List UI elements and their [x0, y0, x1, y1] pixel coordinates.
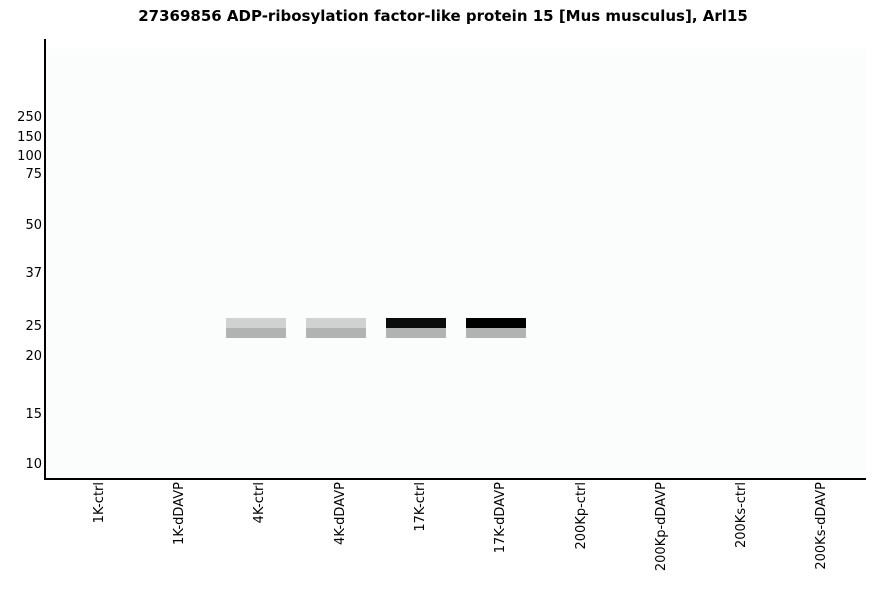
y-tick-label-20: 20 — [25, 349, 42, 364]
lane-label-17K-dDAVP: 17K-dDAVP — [493, 482, 508, 554]
blot-band-17K-ctrl — [386, 318, 446, 338]
y-tick-label-100: 100 — [17, 149, 42, 164]
plot-area — [46, 49, 866, 478]
band-upper — [306, 318, 366, 328]
y-tick-label-25: 25 — [25, 319, 42, 334]
lane-label-1K-ctrl: 1K-ctrl — [92, 482, 107, 524]
y-tick-label-37: 37 — [25, 266, 42, 281]
blot-band-4K-ctrl — [226, 318, 286, 338]
lane-label-200Ks-dDAVP: 200Ks-dDAVP — [814, 482, 829, 570]
band-lower — [306, 328, 366, 338]
y-tick-label-10: 10 — [25, 457, 42, 472]
lane-label-200Kp-dDAVP: 200Kp-dDAVP — [654, 482, 669, 572]
band-lower — [466, 328, 526, 338]
lane-label-4K-ctrl: 4K-ctrl — [252, 482, 267, 524]
blot-band-4K-dDAVP — [306, 318, 366, 338]
band-upper — [386, 318, 446, 328]
band-lower — [226, 328, 286, 338]
lane-label-200Ks-ctrl: 200Ks-ctrl — [734, 482, 749, 549]
band-upper — [466, 318, 526, 328]
chart-title: 27369856 ADP-ribosylation factor-like pr… — [138, 7, 748, 25]
y-axis-line — [44, 39, 46, 480]
x-axis-line — [44, 478, 866, 480]
y-tick-label-15: 15 — [25, 407, 42, 422]
y-tick-label-150: 150 — [17, 130, 42, 145]
y-tick-label-250: 250 — [17, 110, 42, 125]
blot-band-17K-dDAVP — [466, 318, 526, 338]
y-tick-label-75: 75 — [25, 167, 42, 182]
band-lower — [386, 328, 446, 338]
lane-label-200Kp-ctrl: 200Kp-ctrl — [574, 482, 589, 550]
lane-label-17K-ctrl: 17K-ctrl — [413, 482, 428, 532]
y-tick-label-50: 50 — [25, 218, 42, 233]
lane-label-4K-dDAVP: 4K-dDAVP — [333, 482, 348, 545]
lane-label-1K-dDAVP: 1K-dDAVP — [172, 482, 187, 545]
band-upper — [226, 318, 286, 328]
